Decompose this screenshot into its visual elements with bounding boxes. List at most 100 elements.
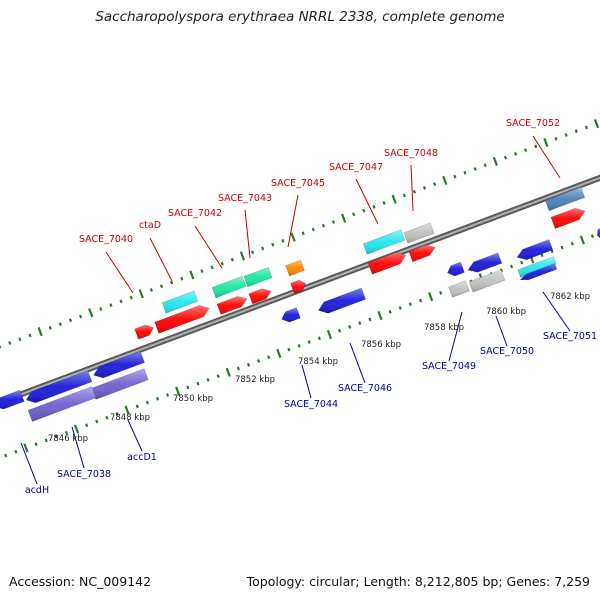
gene-label-forward: SACE_7052 — [506, 118, 560, 129]
forward-leader — [149, 237, 173, 282]
gene-arrow-blue-shade — [520, 263, 557, 280]
gene-label-forward: SACE_7045 — [271, 178, 325, 189]
reverse-leader — [20, 442, 38, 485]
scale-tick-label: 7854 kbp — [298, 357, 338, 367]
outer-tick — [210, 265, 214, 270]
gene-label-reverse: SACE_7049 — [422, 361, 476, 372]
inner-tick — [377, 310, 383, 321]
reverse-leader — [127, 419, 143, 452]
inner-tick — [520, 260, 524, 265]
outer-tick — [534, 144, 538, 149]
gene-arrow-red-shade — [551, 208, 585, 229]
inner-tick — [307, 340, 311, 344]
map-title: Saccharopolyspora erythraea NRRL 2338, c… — [95, 9, 505, 25]
scale-tick-label: 7860 kbp — [486, 307, 526, 317]
gene-block-purple-shade — [28, 386, 96, 422]
gene-arrow-red-shade — [154, 305, 210, 334]
gene-label-reverse: SACE_7046 — [338, 383, 392, 394]
inner-tick — [257, 359, 261, 363]
gene-block-gray-shade — [404, 222, 434, 244]
gene-arrow-blue-shade — [281, 307, 301, 323]
inner-tick — [95, 419, 99, 424]
inner-tick — [85, 423, 89, 428]
outer-tick — [453, 174, 457, 179]
outer-tick — [331, 220, 336, 224]
gene-label-forward: SACE_7043 — [218, 193, 272, 204]
gene-block-gray-shade — [469, 269, 505, 293]
inner-tick — [267, 355, 271, 360]
outer-tick — [524, 148, 528, 152]
forward-leader — [194, 225, 223, 269]
label-leader-lines — [20, 135, 571, 485]
inner-tick — [499, 268, 504, 273]
gene-block-teal-shade — [212, 276, 246, 298]
reverse-leader — [542, 291, 571, 332]
forward-leader — [410, 164, 414, 212]
inner-tick — [337, 328, 342, 333]
forward-leader — [287, 194, 299, 248]
accession-text: Accession: NC_009142 — [9, 574, 152, 589]
inner-tick — [408, 302, 412, 307]
outer-tick — [341, 213, 347, 223]
gene-arrow-blue-shade — [468, 252, 502, 273]
outer-tick — [8, 341, 12, 345]
inner-tick — [4, 453, 8, 458]
outer-tick — [543, 137, 549, 148]
outer-tick — [513, 151, 518, 156]
forward-leader — [355, 178, 379, 225]
outer-tick — [261, 246, 265, 251]
forward-leader — [244, 209, 251, 259]
gene-features — [0, 186, 600, 422]
inner-tick — [439, 291, 443, 295]
inner-tick — [14, 449, 18, 454]
inner-tick — [348, 325, 352, 329]
gene-label-forward: SACE_7047 — [329, 162, 383, 173]
gene-label-forward: SACE_7042 — [168, 208, 222, 219]
inner-tick — [326, 329, 333, 340]
outer-tick — [442, 175, 448, 185]
gene-label-reverse: SACE_7051 — [543, 331, 597, 342]
reverse-leader — [301, 364, 312, 399]
outer-tick — [584, 125, 588, 130]
outer-tick — [463, 170, 467, 175]
inner-tick-track — [4, 234, 595, 458]
inner-tick — [73, 424, 80, 434]
inner-tick — [64, 430, 69, 435]
gene-label-reverse: SACE_7038 — [57, 469, 111, 480]
reverse-leader — [349, 342, 366, 384]
outer-tick — [170, 280, 174, 285]
outer-tick — [250, 250, 255, 255]
gene-arrow-blue-shade — [597, 228, 600, 238]
outer-tick — [58, 322, 62, 326]
inner-tick — [236, 366, 240, 371]
outer-tick — [230, 257, 234, 262]
gene-label-forward: SACE_7048 — [384, 148, 438, 159]
outer-tick — [180, 276, 184, 281]
outer-tick — [28, 333, 32, 338]
outer-tick — [138, 289, 144, 299]
gene-arrow-blue-shade — [26, 370, 92, 403]
gene-arrow-red-shade — [368, 252, 406, 275]
outer-tick — [88, 308, 94, 318]
inner-tick — [175, 386, 181, 396]
inner-tick — [115, 412, 119, 416]
gene-block-orange-shade — [285, 260, 305, 276]
outer-tick — [492, 156, 498, 167]
reverse-leader — [71, 426, 85, 469]
outer-tick — [37, 327, 43, 337]
gene-label-reverse: SACE_7050 — [480, 346, 534, 357]
outer-tick — [149, 288, 153, 292]
inner-tick — [418, 298, 423, 303]
inner-tick — [34, 442, 38, 447]
outer-tick — [220, 261, 224, 266]
outer-tick — [200, 269, 204, 274]
outer-tick — [422, 186, 427, 190]
outer-tick — [159, 284, 164, 289]
gene-arrow-red-shade — [248, 288, 272, 304]
outer-tick — [382, 201, 386, 205]
gene-label-forward: ctaD — [139, 220, 161, 231]
inner-tick — [509, 264, 514, 269]
inner-tick — [276, 348, 282, 359]
outer-tick — [79, 314, 83, 319]
